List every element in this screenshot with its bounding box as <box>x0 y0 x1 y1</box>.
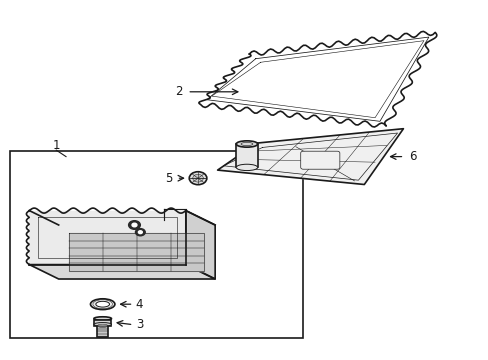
Ellipse shape <box>96 301 109 307</box>
Circle shape <box>192 174 203 182</box>
Polygon shape <box>29 265 215 279</box>
Polygon shape <box>199 31 436 127</box>
Circle shape <box>189 172 206 185</box>
Polygon shape <box>217 129 403 185</box>
Bar <box>10 151 303 338</box>
Ellipse shape <box>90 299 115 310</box>
Bar <box>94 320 111 326</box>
Text: 5: 5 <box>164 172 172 185</box>
Bar <box>236 144 257 167</box>
Ellipse shape <box>94 323 111 326</box>
Polygon shape <box>29 211 185 265</box>
Circle shape <box>128 221 140 229</box>
Ellipse shape <box>236 164 257 171</box>
Circle shape <box>135 229 145 236</box>
Polygon shape <box>185 211 215 279</box>
Bar <box>97 324 108 337</box>
Ellipse shape <box>94 317 111 320</box>
Circle shape <box>132 223 137 227</box>
Text: 1: 1 <box>52 139 60 152</box>
Text: 3: 3 <box>135 318 143 331</box>
Polygon shape <box>69 233 204 271</box>
Text: 2: 2 <box>174 85 182 98</box>
FancyBboxPatch shape <box>300 151 339 169</box>
Ellipse shape <box>236 141 257 147</box>
Text: 6: 6 <box>408 150 416 163</box>
Circle shape <box>138 231 142 234</box>
Text: 4: 4 <box>135 298 143 311</box>
